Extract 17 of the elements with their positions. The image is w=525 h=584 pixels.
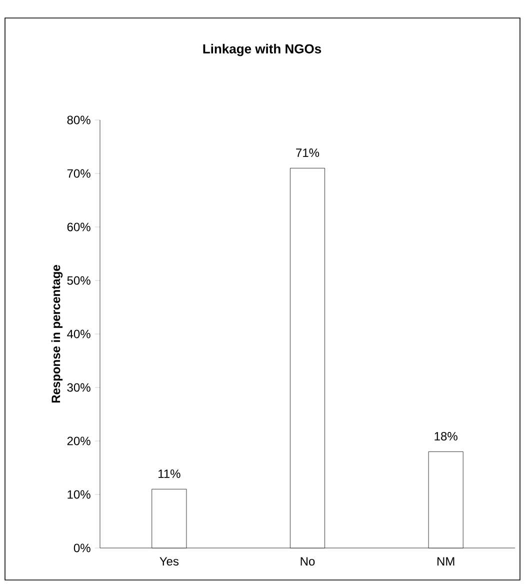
y-tick-label: 40% xyxy=(67,330,90,338)
x-tick-label: No xyxy=(300,557,315,566)
y-tick-label: 80% xyxy=(67,116,90,124)
y-tick-label: 0% xyxy=(74,544,90,552)
y-tick-label: 70% xyxy=(67,169,90,178)
x-tick-label: NM xyxy=(437,557,454,566)
data-label: 11% xyxy=(158,470,180,478)
x-tick-label: Yes xyxy=(160,557,179,566)
chart-title: Linkage with NGOs xyxy=(203,44,322,56)
data-label: 18% xyxy=(434,432,458,440)
y-tick-label: 60% xyxy=(67,222,90,232)
data-label: 71% xyxy=(296,148,320,157)
y-tick-label: 20% xyxy=(67,436,90,446)
y-tick-label: 10% xyxy=(68,490,90,499)
y-tick-label: 50% xyxy=(67,276,90,285)
y-axis-title: Response in percentage xyxy=(51,265,63,403)
y-tick-label: 30% xyxy=(67,383,90,392)
